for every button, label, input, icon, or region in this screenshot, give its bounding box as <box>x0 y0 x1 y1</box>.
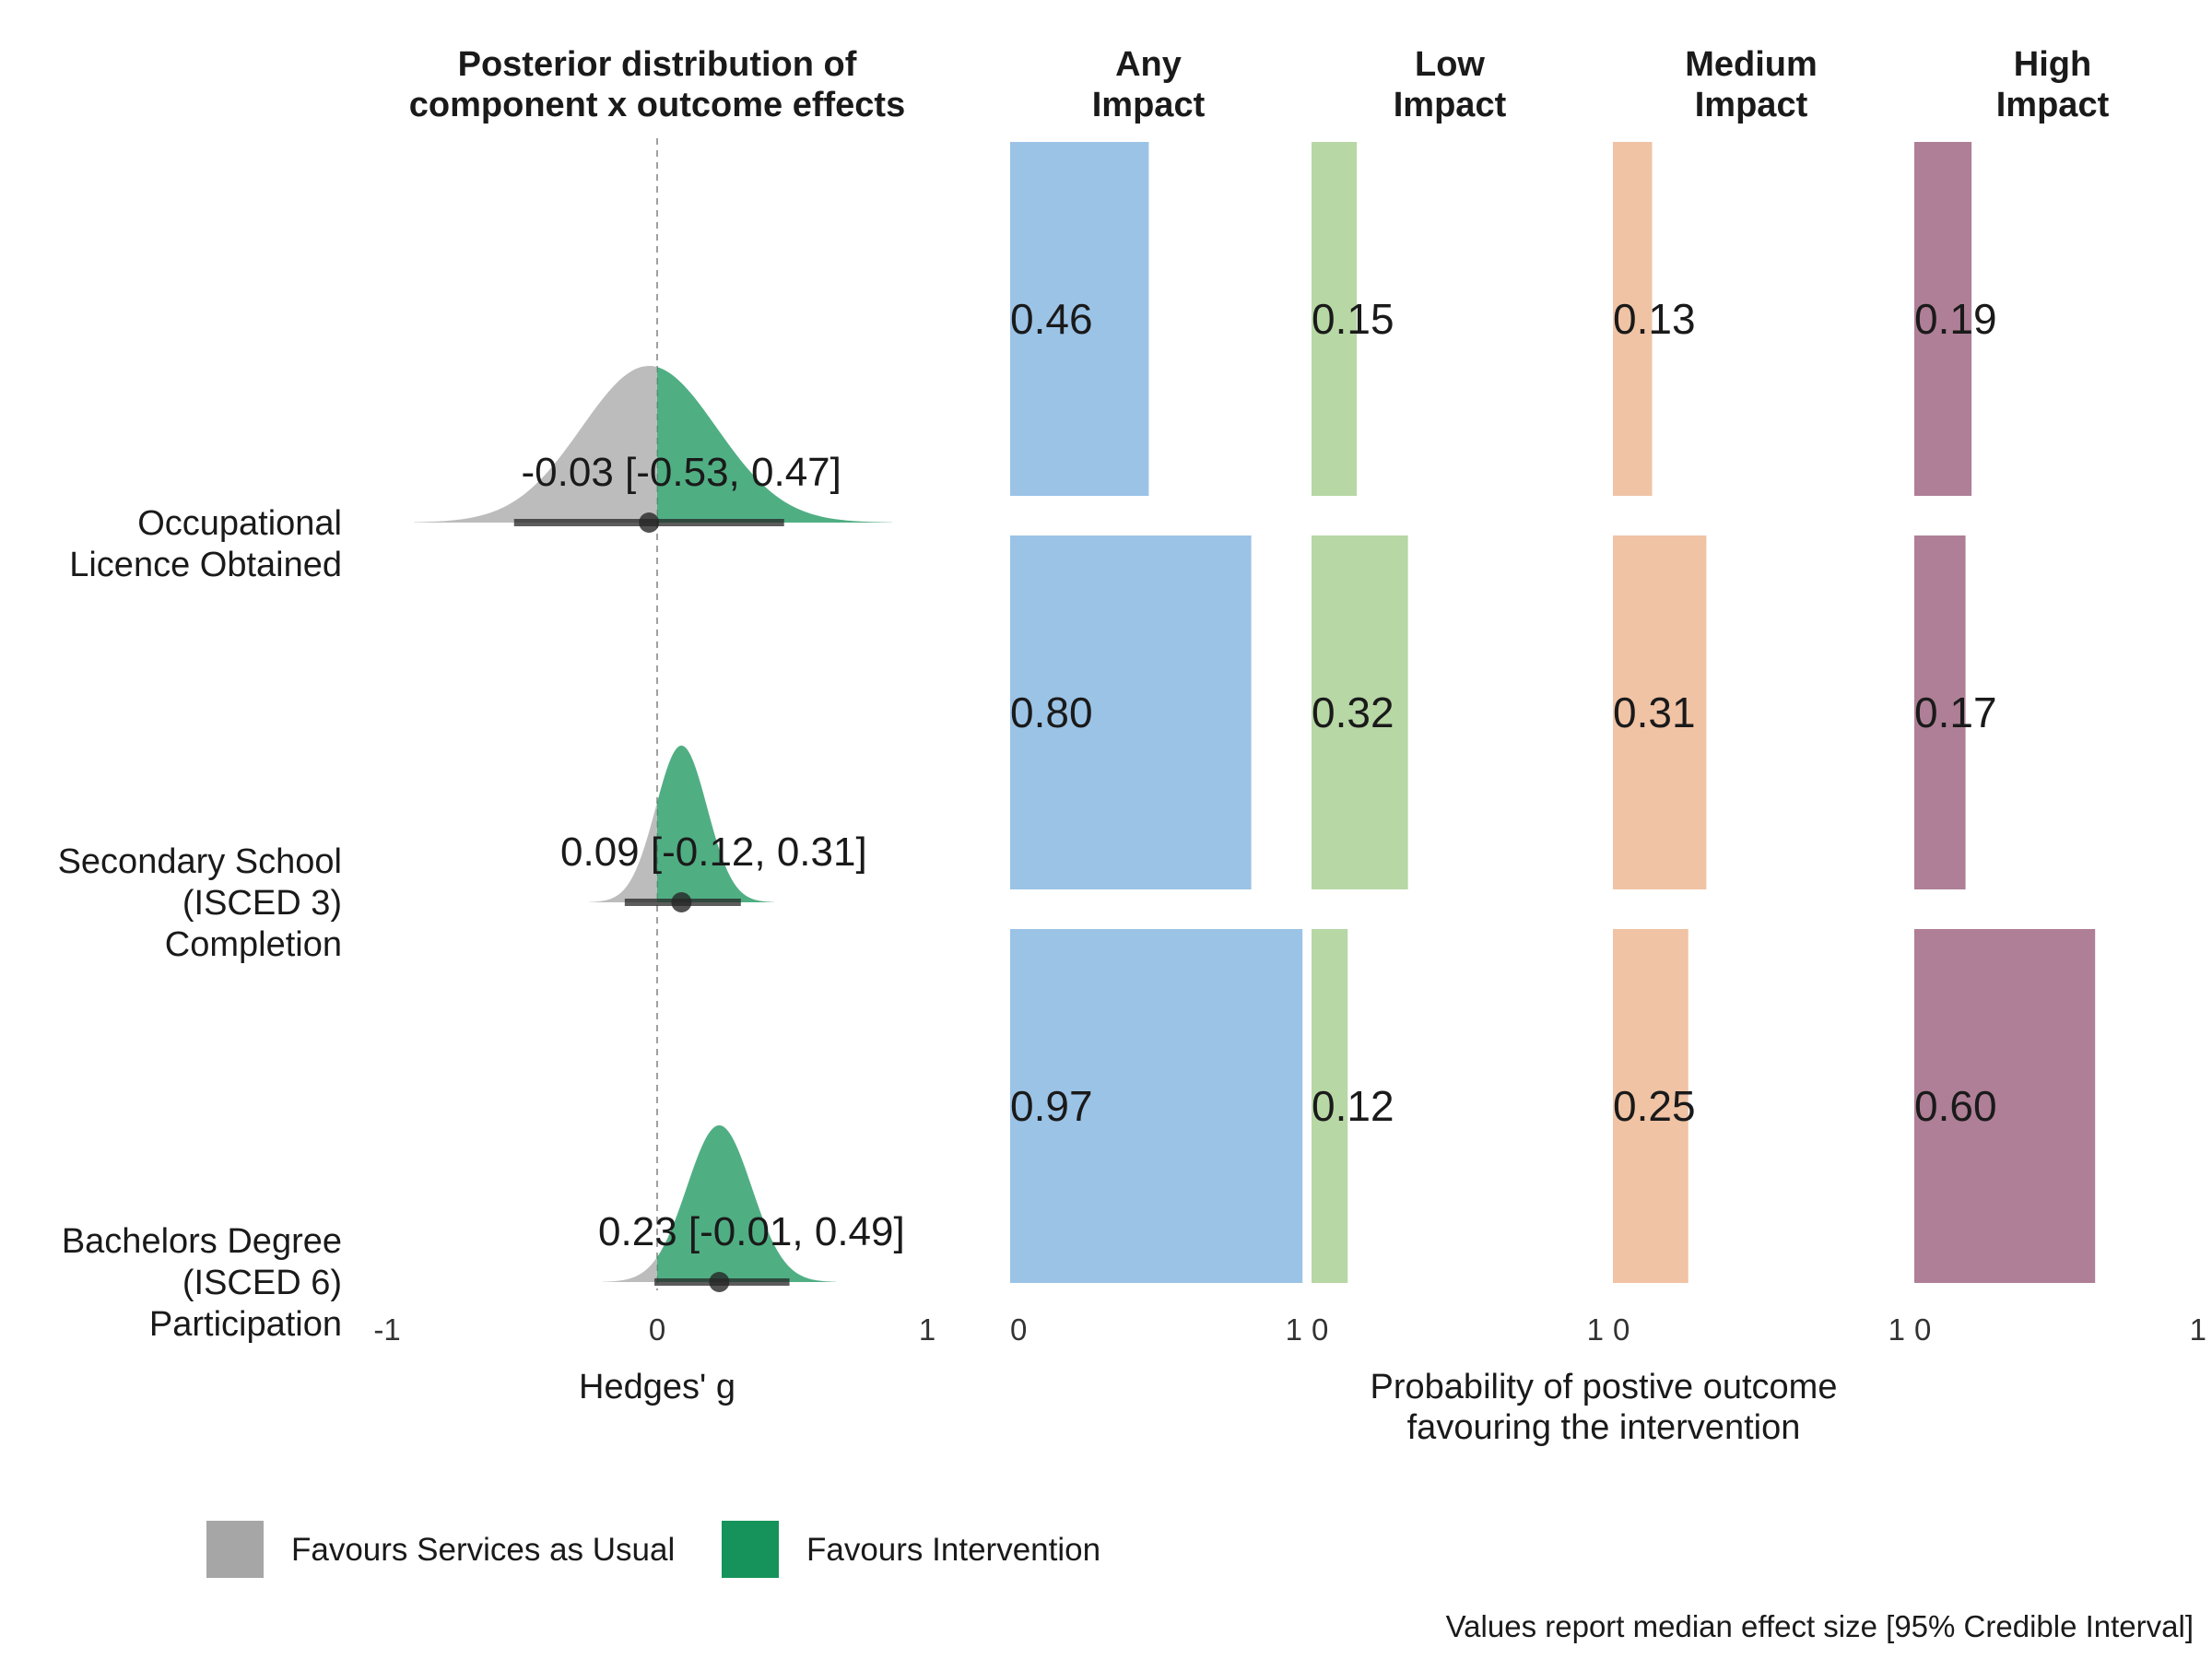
x-tick-label: 1 <box>1587 1312 1604 1347</box>
impact-bar <box>1312 142 1358 496</box>
impact-panel-title: Any Impact <box>1092 45 1206 124</box>
x-tick-label: 0 <box>1914 1312 1931 1347</box>
impact-bar <box>1312 929 1348 1283</box>
legend-label: Favours Intervention <box>806 1532 1100 1568</box>
left-panel-title: Posterior distribution of component x out… <box>409 45 905 124</box>
legend-label: Favours Services as Usual <box>291 1532 675 1568</box>
impact-bar <box>1613 535 1707 889</box>
impact-value-label: 0.80 <box>1010 688 1093 736</box>
density-favours-intervention <box>657 1125 836 1282</box>
median-point <box>639 512 660 533</box>
left-x-axis-label: Hedges' g <box>579 1368 735 1406</box>
impact-value-label: 0.19 <box>1914 295 1997 343</box>
impact-panel-title: High Impact <box>1996 45 2110 124</box>
effect-annotation: -0.03 [-0.53, 0.47] <box>522 450 841 495</box>
impact-bar <box>1914 142 1972 496</box>
outcome-label: Occupational Licence Obtained <box>69 504 342 584</box>
density-favours-services <box>414 366 657 523</box>
impact-bar <box>1613 142 1653 496</box>
impact-value-label: 0.12 <box>1312 1082 1394 1130</box>
effect-annotation: 0.23 [-0.01, 0.49] <box>598 1209 905 1254</box>
x-tick-label: 1 <box>919 1312 935 1347</box>
effect-annotation: 0.09 [-0.12, 0.31] <box>560 830 867 875</box>
density-favours-services <box>602 1256 657 1282</box>
x-tick-label: 0 <box>1312 1312 1328 1347</box>
x-tick-label: 0 <box>1010 1312 1027 1347</box>
x-tick-label: -1 <box>373 1312 400 1347</box>
impact-value-label: 0.32 <box>1312 688 1394 736</box>
impact-panel-title: Medium Impact <box>1685 45 1818 124</box>
impact-x-axis-label: Probability of postive outcome favouring … <box>1371 1368 1838 1447</box>
legend-swatch <box>722 1521 779 1578</box>
density-favours-intervention <box>657 746 774 902</box>
impact-value-label: 0.31 <box>1613 688 1696 736</box>
impact-value-label: 0.97 <box>1010 1082 1093 1130</box>
impact-value-label: 0.60 <box>1914 1082 1997 1130</box>
density-favours-services <box>589 802 657 902</box>
impact-panel-title: Low Impact <box>1394 45 1507 124</box>
impact-bar <box>1010 142 1149 496</box>
x-tick-label: 1 <box>1888 1312 1905 1347</box>
impact-bar <box>1010 929 1303 1283</box>
median-point <box>671 892 692 912</box>
x-tick-label: 1 <box>2190 1312 2206 1347</box>
impact-value-label: 0.15 <box>1312 295 1394 343</box>
outcome-label: Secondary School (ISCED 3) Completion <box>58 842 342 964</box>
impact-value-label: 0.46 <box>1010 295 1093 343</box>
impact-bar <box>1914 535 1966 889</box>
impact-bar <box>1914 929 2096 1283</box>
outcome-label: Bachelors Degree (ISCED 6) Participation <box>62 1222 342 1344</box>
x-tick-label: 0 <box>1613 1312 1630 1347</box>
caption: Values report median effect size [95% Cr… <box>1446 1609 2194 1643</box>
impact-value-label: 0.17 <box>1914 688 1997 736</box>
median-point <box>709 1272 730 1292</box>
x-tick-label: 0 <box>649 1312 665 1347</box>
impact-bar <box>1010 535 1252 889</box>
x-tick-label: 1 <box>1286 1312 1302 1347</box>
density-favours-intervention <box>657 367 892 523</box>
impact-bar <box>1613 929 1688 1283</box>
legend-swatch <box>206 1521 264 1578</box>
impact-value-label: 0.25 <box>1613 1082 1696 1130</box>
impact-bar <box>1312 535 1408 889</box>
impact-value-label: 0.13 <box>1613 295 1696 343</box>
